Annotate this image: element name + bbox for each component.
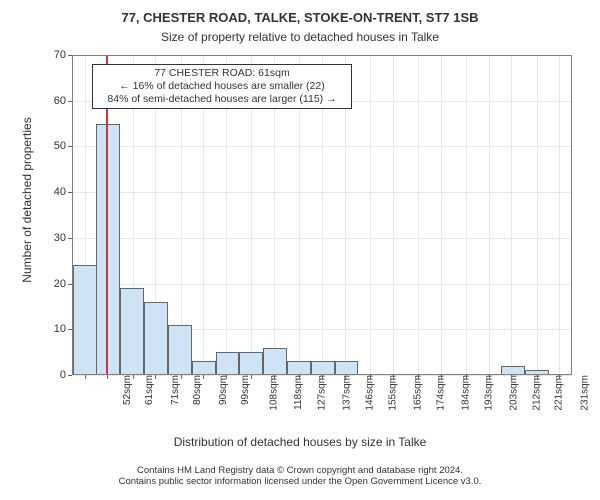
x-tick-label: 174sqm [433, 375, 446, 411]
x-tick-label: 80sqm [190, 375, 203, 405]
x-tick-label: 165sqm [411, 375, 424, 411]
x-tick-label: 193sqm [481, 375, 494, 411]
x-tick-mark [203, 375, 204, 379]
y-tick-label: 60 [54, 95, 72, 107]
x-tick-label: 61sqm [142, 375, 155, 405]
x-tick-label: 203sqm [507, 375, 520, 411]
chart-subtitle: Size of property relative to detached ho… [0, 30, 600, 44]
x-gridline [489, 55, 490, 375]
x-tick-label: 231sqm [577, 375, 590, 411]
chart-footer: Contains HM Land Registry data © Crown c… [0, 465, 600, 488]
chart-title: 77, CHESTER ROAD, TALKE, STOKE-ON-TRENT,… [0, 10, 600, 25]
x-tick-mark [418, 375, 419, 379]
x-tick-label: 71sqm [168, 375, 181, 405]
y-tick-label: 10 [54, 323, 72, 335]
x-gridline [466, 55, 467, 375]
x-axis-label: Distribution of detached houses by size … [0, 435, 600, 449]
x-gridline [441, 55, 442, 375]
y-tick-label: 70 [54, 49, 72, 61]
x-tick-mark [559, 375, 560, 379]
x-tick-mark [155, 375, 156, 379]
annotation-line-1: 77 CHESTER ROAD: 61sqm [97, 67, 347, 80]
x-tick-mark [466, 375, 467, 379]
histogram-bar [120, 288, 144, 375]
y-axis-label: Number of detached properties [20, 40, 34, 360]
x-tick-label: 52sqm [120, 375, 133, 405]
x-tick-label: 146sqm [363, 375, 376, 411]
x-tick-label: 127sqm [315, 375, 328, 411]
annotation-line-3: 84% of semi-detached houses are larger (… [97, 93, 347, 106]
histogram-bar [168, 325, 192, 375]
x-tick-label: 137sqm [340, 375, 353, 411]
histogram-bar [192, 361, 216, 375]
histogram-bar [311, 361, 335, 375]
x-gridline [393, 55, 394, 375]
x-tick-label: 108sqm [267, 375, 280, 411]
x-tick-label: 155sqm [385, 375, 398, 411]
x-tick-label: 90sqm [216, 375, 229, 405]
x-gridline [418, 55, 419, 375]
chart-container: { "layout": { "width": 600, "height": 50… [0, 0, 600, 500]
histogram-bar [501, 366, 525, 375]
histogram-bar [239, 352, 263, 375]
x-tick-mark [511, 375, 512, 379]
x-tick-label: 99sqm [238, 375, 251, 405]
x-tick-label: 184sqm [459, 375, 472, 411]
x-tick-mark [181, 375, 182, 379]
x-tick-mark [489, 375, 490, 379]
x-tick-mark [85, 375, 86, 379]
histogram-bar [73, 265, 97, 375]
x-tick-mark [251, 375, 252, 379]
x-tick-mark [107, 375, 108, 379]
annotation-box: 77 CHESTER ROAD: 61sqm← 16% of detached … [92, 64, 352, 109]
y-tick-label: 0 [60, 369, 72, 381]
x-tick-label: 221sqm [552, 375, 565, 411]
x-tick-mark [226, 375, 227, 379]
x-gridline [370, 55, 371, 375]
histogram-bar [263, 348, 287, 375]
histogram-bar [216, 352, 240, 375]
x-tick-mark [299, 375, 300, 379]
x-tick-mark [537, 375, 538, 379]
x-tick-label: 118sqm [291, 375, 304, 410]
histogram-bar [525, 370, 549, 375]
x-tick-mark [322, 375, 323, 379]
histogram-bar [287, 361, 311, 375]
histogram-bar [335, 361, 359, 375]
annotation-line-2: ← 16% of detached houses are smaller (22… [97, 80, 347, 93]
x-tick-mark [133, 375, 134, 379]
x-tick-mark [441, 375, 442, 379]
x-gridline [559, 55, 560, 375]
histogram-bar [96, 124, 120, 375]
x-tick-mark [274, 375, 275, 379]
x-tick-mark [345, 375, 346, 379]
x-gridline [537, 55, 538, 375]
y-tick-label: 50 [54, 140, 72, 152]
y-tick-label: 20 [54, 278, 72, 290]
histogram-bar [144, 302, 168, 375]
x-gridline [511, 55, 512, 375]
footer-line-1: Contains HM Land Registry data © Crown c… [0, 465, 600, 476]
x-tick-mark [370, 375, 371, 379]
footer-line-2: Contains public sector information licen… [0, 476, 600, 487]
y-tick-label: 40 [54, 186, 72, 198]
x-tick-label: 212sqm [529, 375, 542, 411]
x-tick-mark [393, 375, 394, 379]
y-tick-label: 30 [54, 232, 72, 244]
